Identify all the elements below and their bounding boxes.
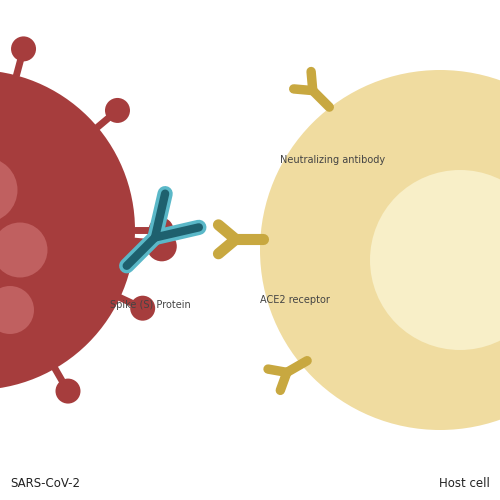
Circle shape: [11, 36, 36, 62]
Text: Neutralizing antibody: Neutralizing antibody: [280, 155, 385, 165]
Circle shape: [147, 232, 177, 262]
Circle shape: [260, 70, 500, 430]
Circle shape: [0, 222, 48, 278]
Circle shape: [148, 218, 174, 242]
Circle shape: [105, 98, 130, 123]
Text: Host cell: Host cell: [439, 477, 490, 490]
Text: SARS-CoV-2: SARS-CoV-2: [10, 477, 80, 490]
Circle shape: [56, 378, 80, 404]
Circle shape: [0, 70, 135, 390]
Text: ACE2 receptor: ACE2 receptor: [260, 295, 330, 305]
Circle shape: [0, 158, 18, 222]
Text: Spike (S) Protein: Spike (S) Protein: [110, 300, 190, 310]
Circle shape: [0, 286, 34, 334]
Circle shape: [130, 296, 155, 320]
Circle shape: [370, 170, 500, 350]
